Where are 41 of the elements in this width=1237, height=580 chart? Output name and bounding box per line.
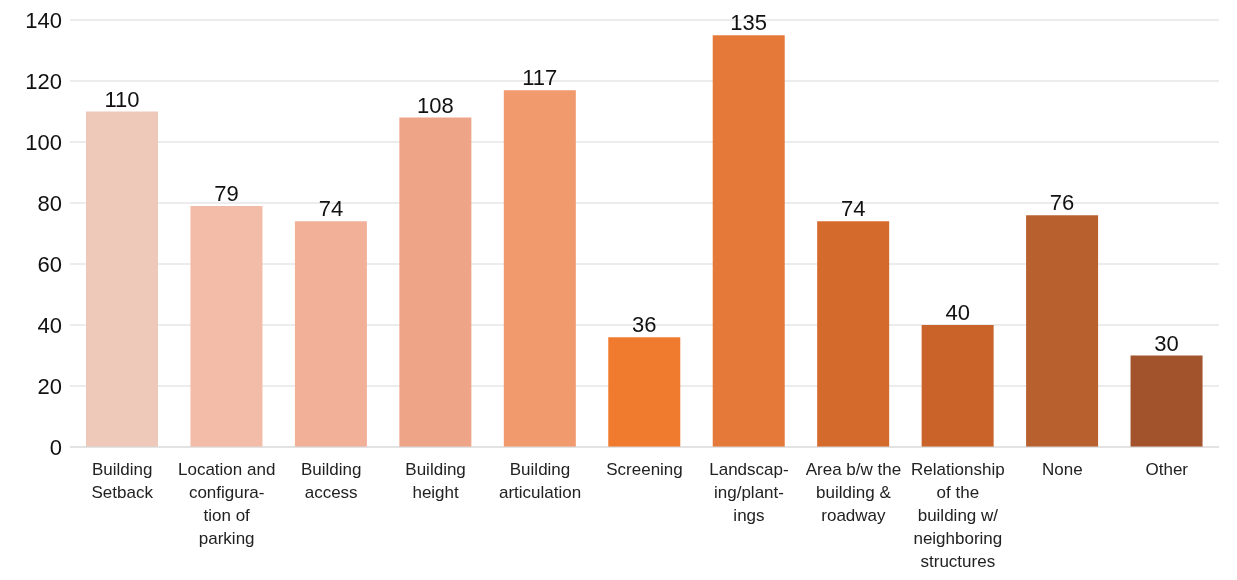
bar [712, 35, 785, 447]
bar [86, 111, 158, 447]
bar [608, 337, 681, 447]
bar [399, 117, 472, 447]
x-tick-label: Area b/w the building & roadway [805, 460, 902, 525]
y-tick-label: 120 [25, 68, 62, 94]
y-tick-label: 0 [49, 434, 62, 460]
x-tick-label: Screening [606, 460, 683, 479]
bar [294, 221, 367, 447]
data-label: 108 [417, 92, 454, 118]
y-tick-label: 140 [25, 7, 62, 33]
bar [817, 221, 890, 447]
y-tick-label: 60 [37, 251, 62, 277]
x-tick-label: Other [1145, 460, 1189, 479]
data-label: 40 [945, 300, 970, 325]
y-tick-label: 100 [25, 129, 62, 155]
data-label: 74 [318, 196, 344, 222]
x-tick-label: Building height [405, 460, 466, 502]
bar [1130, 355, 1203, 447]
x-tick-label: Location and configura-tion of parking [177, 460, 276, 548]
data-label: 74 [840, 196, 866, 222]
data-label: 110 [104, 86, 140, 112]
data-label: 117 [522, 65, 558, 91]
data-label: 135 [730, 10, 768, 36]
y-tick-label: 40 [37, 312, 62, 338]
x-tick-label: Building access [300, 460, 362, 502]
data-label: 30 [1154, 330, 1179, 356]
x-tick-label: Landscap-ing/plant-ings [709, 460, 789, 525]
x-tick-label: Building articulation [498, 460, 582, 502]
bar [921, 325, 994, 447]
bar [190, 206, 263, 447]
data-label: 76 [1049, 190, 1075, 216]
y-tick-label: 20 [37, 373, 62, 399]
x-tick-label: Relationship of the building w/ neighboring structures [911, 460, 1005, 571]
x-tick-label: Building Setback [91, 460, 154, 502]
data-label: 36 [632, 312, 657, 338]
bar [1026, 215, 1099, 447]
x-tick-label: None [1042, 460, 1083, 479]
y-tick-label: 80 [37, 190, 62, 216]
bar [503, 90, 576, 447]
data-label: 79 [214, 181, 239, 207]
